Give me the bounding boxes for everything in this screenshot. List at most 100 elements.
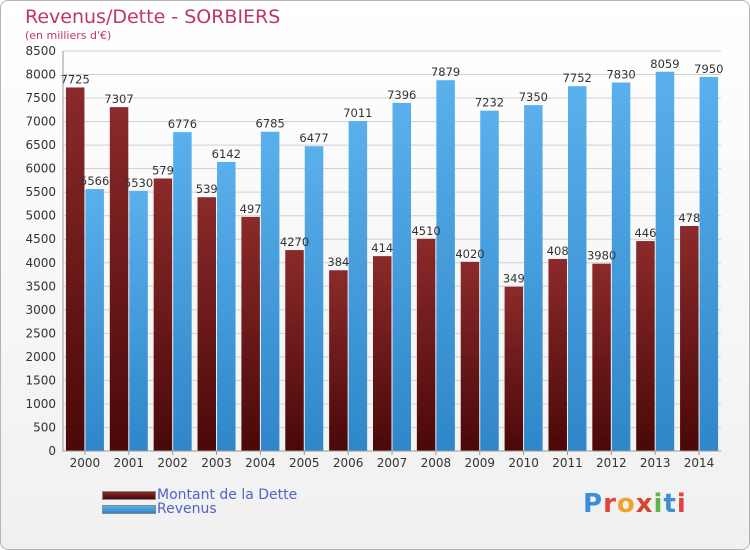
y-tick-label: 6000: [25, 162, 56, 176]
data-label-debt-2001: 7307: [104, 92, 133, 106]
y-tick-label: 500: [33, 420, 56, 434]
data-label-revenue-2006: 7011: [343, 106, 372, 120]
data-label-revenue-2007: 7396: [387, 88, 416, 102]
data-label-revenue-2001: 5530: [124, 176, 153, 190]
x-tick-label-2001: 2001: [114, 456, 145, 470]
bar-revenue-2007: [392, 102, 411, 451]
logo-letter: i: [653, 489, 664, 519]
bar-debt-2008: [416, 238, 436, 451]
x-tick-label-2009: 2009: [464, 456, 495, 470]
data-label-revenue-2013: 8059: [650, 57, 679, 71]
chart-subtitle: (en milliers d'€): [25, 29, 112, 42]
bar-revenue-2013: [655, 71, 675, 452]
bar-debt-2000: [65, 87, 85, 452]
x-tick-label-2008: 2008: [421, 456, 452, 470]
y-tick-label: 7000: [25, 115, 56, 129]
bar-revenue-2001: [129, 190, 148, 451]
y-tick-label: 2500: [25, 326, 56, 340]
bar-revenue-2004: [260, 131, 280, 452]
bar-revenue-2010: [524, 105, 543, 451]
x-tick-label-2000: 2000: [70, 456, 101, 470]
y-tick-label: 5500: [25, 185, 56, 199]
logo-letter: P: [583, 489, 604, 519]
x-tick-label-2005: 2005: [289, 456, 320, 470]
bar-revenue-2006: [348, 121, 368, 451]
x-tick-label-2011: 2011: [552, 456, 583, 470]
data-label-revenue-2003: 6142: [212, 147, 241, 161]
y-tick-label: 5000: [25, 209, 56, 223]
x-tick-label-2014: 2014: [684, 456, 715, 470]
data-label-debt-2011: 408: [547, 244, 569, 258]
bar-debt-2012: [592, 263, 611, 451]
data-label-debt-2000: 7725: [61, 72, 90, 86]
logo-letter: x: [635, 489, 654, 519]
axis-layer: 0 500 1000 1500 2000 2500 3000 3500 4000 4500 5000…: [25, 44, 721, 470]
y-tick-label: 7500: [25, 91, 56, 105]
legend-label-revenue: Revenus: [157, 501, 217, 517]
data-label-debt-2002: 579: [152, 163, 174, 177]
y-tick-label: 6500: [25, 138, 56, 152]
y-tick-label: 4000: [25, 256, 56, 270]
data-label-debt-2004: 497: [240, 202, 262, 216]
bar-debt-2002: [153, 178, 173, 451]
bar-debt-2014: [680, 226, 699, 451]
bar-debt-2011: [548, 258, 567, 451]
logo-letter: o: [616, 489, 636, 519]
grid-layer: [63, 50, 721, 452]
x-tick-label-2002: 2002: [157, 456, 188, 470]
y-tick-label: 8000: [25, 68, 56, 82]
legend-swatch-debt: [102, 491, 156, 500]
data-label-revenue-2005: 6477: [299, 131, 328, 145]
data-label-revenue-2009: 7232: [475, 96, 504, 110]
proxiti-logo: Proxiti: [583, 489, 687, 519]
bar-debt-2004: [241, 216, 260, 451]
bar-revenue-2009: [480, 110, 499, 451]
bar-revenue-2003: [217, 161, 236, 451]
data-label-debt-2012: 3980: [587, 249, 616, 263]
x-tick-label-2004: 2004: [245, 456, 276, 470]
x-tick-label-2013: 2013: [640, 456, 671, 470]
y-tick-label: 8500: [25, 44, 56, 58]
bar-debt-2009: [460, 261, 480, 451]
data-label-revenue-2014: 7950: [694, 62, 723, 76]
chart-title: Revenus/Dette - SORBIERS: [25, 6, 281, 28]
bar-revenue-2002: [173, 132, 192, 452]
bar-revenue-2012: [611, 82, 631, 451]
x-tick-label-2012: 2012: [596, 456, 627, 470]
bar-debt-2001: [109, 107, 129, 451]
bar-revenue-2008: [436, 80, 455, 452]
legend-label-debt: Montant de la Dette: [157, 487, 298, 503]
data-label-debt-2013: 446: [634, 226, 656, 240]
logo-letter: i: [676, 489, 687, 519]
data-label-debt-2009: 4020: [455, 247, 484, 261]
bar-debt-2013: [636, 241, 655, 451]
bar-revenue-2014: [699, 76, 719, 451]
bar-revenue-2011: [567, 86, 587, 451]
data-label-debt-2008: 4510: [411, 224, 440, 238]
data-label-revenue-2011: 7752: [563, 71, 592, 85]
data-label-debt-2003: 539: [196, 182, 218, 196]
x-tick-label-2010: 2010: [508, 456, 539, 470]
logo-letter: t: [663, 489, 677, 519]
bar-debt-2007: [373, 256, 392, 451]
data-label-debt-2007: 414: [371, 241, 393, 255]
x-tick-label-2006: 2006: [333, 456, 364, 470]
data-label-revenue-2012: 7830: [606, 68, 635, 82]
bar-debt-2003: [197, 197, 217, 451]
data-label-debt-2010: 349: [503, 272, 525, 286]
data-label-revenue-2008: 7879: [431, 65, 460, 79]
logo-letter: r: [603, 489, 617, 519]
bar-debt-2006: [329, 270, 348, 451]
bar-revenue-2005: [304, 146, 324, 451]
x-tick-label-2003: 2003: [201, 456, 232, 470]
data-label-revenue-2004: 6785: [256, 117, 285, 131]
y-tick-label: 2000: [25, 350, 56, 364]
bars-layer: [65, 71, 719, 452]
data-label-debt-2006: 384: [327, 255, 349, 269]
data-label-debt-2005: 4270: [280, 235, 309, 249]
data-label-revenue-2000: 5566: [80, 174, 109, 188]
data-label-revenue-2002: 6776: [168, 117, 197, 131]
